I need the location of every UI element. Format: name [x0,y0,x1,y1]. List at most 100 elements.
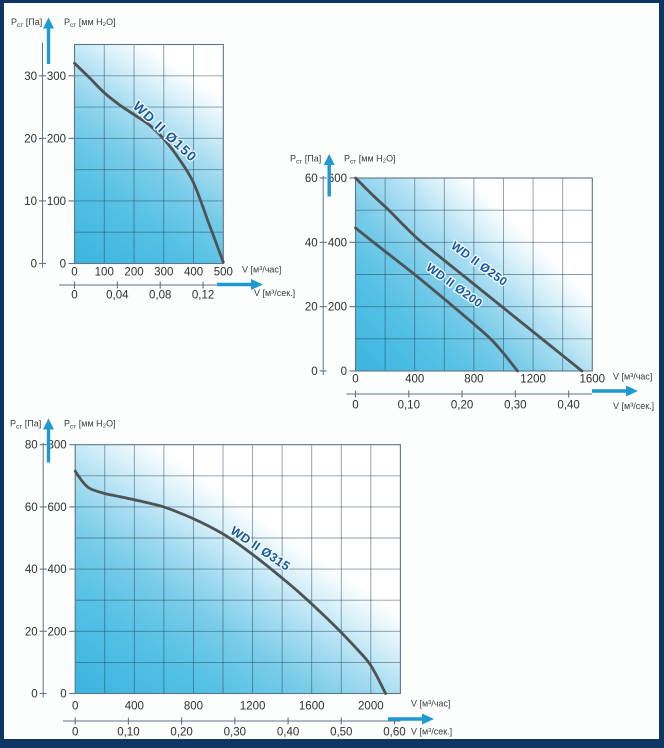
y-inner-tick-label: 0 [60,689,66,701]
y-axis-arrow-icon [43,17,54,64]
pressure-symbol: Р [344,154,350,164]
x-sec-tick-label: 0,10 [117,727,139,739]
x-hour-axis-title: V [м³/час] [411,699,450,709]
x-hour-tick-label: 2000 [358,701,384,713]
y-outer-tick-label: 0 [311,366,317,378]
y-outer-axis-title: Рст [Па] [290,154,321,166]
y-outer-tick-label: 20 [24,133,37,145]
x-hour-axis-title: V [м³/час] [613,372,652,382]
arrow-head [626,385,638,397]
y-inner-tick-label: 100 [47,196,66,208]
x-hour-tick-label: 100 [95,267,114,279]
pressure-subscript: ст [70,423,76,430]
y-inner-tick-label: 600 [328,173,347,185]
pressure-unit: [Па] [25,419,41,429]
grid [74,44,224,264]
x-sec-tick-label: 0,30 [504,400,526,412]
x-axis-arrow-icon [217,279,263,290]
x-sec-tick-label: 0,50 [330,727,352,739]
y-inner-tick-label: 400 [328,237,347,249]
arrow-head [422,713,434,725]
x-sec-tick-label: 0,30 [224,727,246,739]
y-outer-axis-title: Рст [Па] [10,419,41,431]
y-outer-tick-label: 10 [24,196,37,208]
y-outer-tick-label: 60 [25,502,38,514]
y-inner-tick-label: 800 [48,440,67,452]
x-sec-tick-label: 0 [352,400,358,412]
x-sec-tick-label: 0,12 [192,290,214,302]
y-outer-tick-label: 0 [31,259,37,271]
curve-1 [73,61,225,264]
x-hour-tick-label: 1200 [520,374,546,386]
y-outer-axis-title: Рст [Па] [11,17,42,29]
x-hour-tick-label: 0 [72,701,78,713]
x-sec-tick-label: 0,40 [557,400,579,412]
curve-1 [354,176,584,373]
pressure-symbol: Р [10,419,16,429]
y-outer-tick-label: 20 [305,302,318,314]
y-outer-tick-label: 60 [305,173,318,185]
arrow-head [323,154,335,165]
y-inner-axis-title: Рст [мм H₂O] [64,17,116,29]
x-sec-tick-label: 0,20 [451,400,473,412]
y-axis-arrow-icon [43,418,54,463]
y-inner-tick-label: 600 [48,502,67,514]
x-hour-tick-label: 200 [124,267,143,279]
x-hour-tick-label: 0 [352,374,358,386]
x-sec-tick-label: 0 [72,727,78,739]
y-outer-tick-label: 40 [305,237,318,249]
x-hour-tick-label: 400 [184,267,203,279]
curve-2 [354,226,519,373]
pressure-symbol: Р [11,17,17,27]
arrow-head [43,17,54,29]
x-sec-tick-label: 0,20 [170,727,192,739]
pressure-unit: [Па] [26,17,42,27]
x-sec-axis-title: V [м³/сек.] [613,401,654,411]
plot-border [73,43,224,265]
y-outer-tick-label: 0 [31,689,37,701]
pressure-unit: [мм H₂O] [79,419,116,429]
x-hour-tick-label: 1600 [299,701,325,713]
x-sec-tick-label: 0,10 [398,400,420,412]
y-inner-tick-label: 0 [60,259,66,271]
y-outer-tick-label: 30 [24,71,37,83]
y-outer-tick-label: 20 [25,626,38,638]
x-sec-tick-label: 0,40 [277,727,299,739]
x-hour-tick-label: 400 [405,374,424,386]
pressure-subscript: ст [350,158,356,165]
x-sec-tick-label: 0 [71,290,77,302]
pressure-subscript: ст [17,22,23,29]
pressure-symbol: Р [64,419,70,429]
pressure-unit: [Па] [305,154,321,164]
x-hour-tick-label: 300 [154,267,173,279]
y-inner-tick-label: 200 [328,302,347,314]
x-hour-axis-title: V [м³/час] [242,265,281,275]
y-axis-arrow-icon [323,154,335,197]
y-inner-tick-label: 200 [47,133,66,145]
y-inner-tick-label: 200 [48,626,67,638]
pressure-subscript: ст [70,22,76,29]
y-inner-tick-label: 300 [47,71,66,83]
x-hour-tick-label: 800 [184,701,203,713]
x-sec-axis-title: V [м³/сек.] [411,727,452,737]
x-hour-tick-label: 800 [464,374,483,386]
x-sec-tick-label: 0,08 [149,290,171,302]
x-hour-tick-label: 1600 [580,374,606,386]
y-inner-axis-title: Рст [мм H₂O] [64,419,116,431]
plot-area [74,44,224,264]
y-outer-tick-label: 40 [25,564,38,576]
pressure-subscript: ст [296,158,302,165]
y-outer-tick-label: 80 [25,440,38,452]
x-hour-tick-label: 1200 [240,701,266,713]
x-hour-tick-label: 500 [214,267,233,279]
x-axis-arrow-icon [592,385,638,397]
x-axis-arrow-icon [388,713,434,725]
plot-border [354,177,593,372]
pressure-unit: [мм H₂O] [359,154,396,164]
pressure-symbol: Р [290,154,296,164]
pressure-subscript: ст [16,423,22,430]
